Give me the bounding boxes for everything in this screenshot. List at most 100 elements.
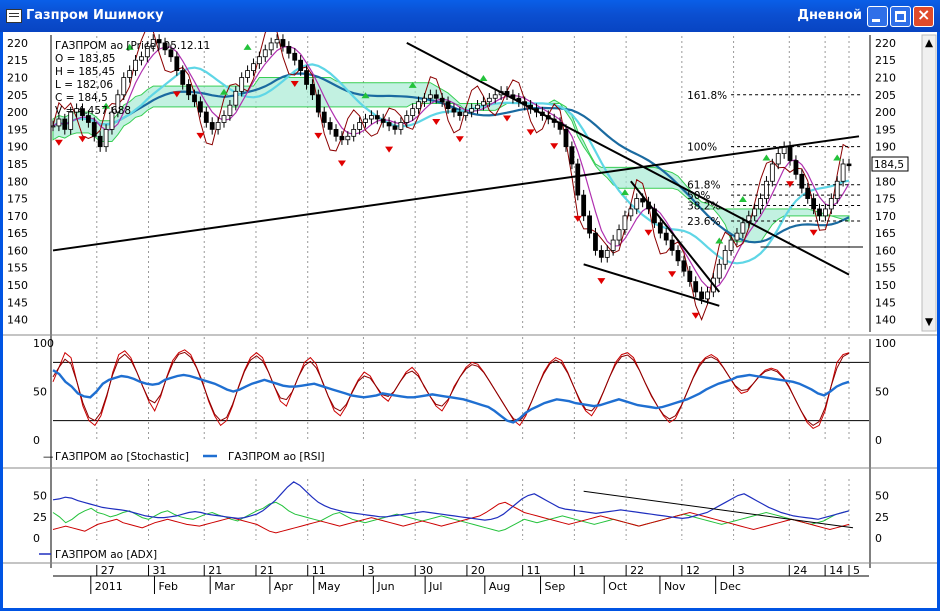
candle-body bbox=[115, 94, 121, 113]
down-arrow bbox=[809, 229, 818, 236]
price-axis: 220 220 215 215 210 210 205 205 200 200 195 195 190 1… bbox=[7, 37, 896, 327]
candle-body bbox=[327, 122, 333, 130]
candle-body bbox=[221, 115, 227, 123]
candle-body bbox=[422, 97, 427, 103]
candle-body bbox=[427, 94, 433, 99]
maximize-button[interactable] bbox=[890, 6, 911, 27]
month-label: Oct bbox=[608, 580, 628, 593]
candle-body bbox=[687, 270, 693, 282]
price-tick-right: 200 bbox=[875, 106, 896, 119]
candle-body bbox=[203, 111, 209, 123]
candle-body bbox=[392, 125, 398, 130]
candle-body bbox=[463, 111, 469, 116]
candle-body bbox=[752, 208, 758, 217]
minimize-icon bbox=[872, 19, 880, 22]
candle-body bbox=[386, 122, 392, 127]
stochastic-signal-line bbox=[52, 351, 850, 427]
candle-body bbox=[793, 160, 799, 175]
candle-body bbox=[728, 239, 734, 251]
candle-body bbox=[168, 49, 174, 58]
candle-body bbox=[121, 77, 127, 96]
close-button[interactable]: × bbox=[913, 5, 934, 27]
candle-body bbox=[734, 232, 740, 241]
candle-body bbox=[410, 108, 416, 116]
month-label: Nov bbox=[664, 580, 686, 593]
candle-body bbox=[652, 208, 657, 224]
title-bar[interactable]: Газпром Ишимоку Дневной × bbox=[0, 0, 940, 32]
down-arrow bbox=[691, 312, 700, 319]
app-icon[interactable] bbox=[6, 9, 22, 23]
fib-label: 161.8% bbox=[687, 90, 727, 102]
down-arrow bbox=[503, 115, 512, 122]
price-tick-right: 145 bbox=[875, 296, 896, 309]
candle-body bbox=[598, 250, 604, 258]
candle-body bbox=[280, 39, 286, 47]
price-scrollbar[interactable] bbox=[921, 34, 937, 332]
candle-body bbox=[593, 232, 598, 251]
ohlc-high: H = 185,45 bbox=[55, 66, 115, 78]
adx-tick-left: 50 bbox=[33, 490, 47, 503]
candle-body bbox=[162, 42, 168, 51]
down-arrow bbox=[550, 143, 559, 150]
candle-body bbox=[817, 208, 822, 217]
ma-mid-line bbox=[52, 63, 850, 265]
candle-body bbox=[398, 122, 404, 130]
candle-body bbox=[492, 94, 498, 99]
candle-body bbox=[174, 56, 180, 71]
channel-lower-line bbox=[583, 263, 720, 307]
price-tick-right: 210 bbox=[875, 72, 896, 85]
candle-body bbox=[109, 111, 115, 130]
last-price: 184,5 bbox=[874, 159, 904, 171]
month-label: Dec bbox=[720, 580, 741, 593]
day-label: 21 bbox=[260, 564, 274, 577]
candle-body bbox=[787, 146, 793, 161]
candle-body bbox=[569, 146, 575, 165]
price-tick-left: 150 bbox=[7, 279, 28, 292]
down-arrow bbox=[668, 271, 677, 278]
down-arrow bbox=[78, 136, 87, 143]
month-label: Mar bbox=[214, 580, 235, 593]
month-label: Apr bbox=[274, 580, 294, 593]
day-label: 20 bbox=[471, 564, 485, 577]
down-arrow bbox=[54, 139, 63, 146]
month-label: Sep bbox=[545, 580, 566, 593]
price-tick-left: 160 bbox=[7, 244, 28, 257]
price-tick-left: 180 bbox=[7, 175, 28, 188]
candle-body bbox=[274, 39, 280, 44]
candle-body bbox=[587, 215, 592, 234]
up-arrow bbox=[361, 92, 370, 99]
candle-body bbox=[486, 97, 492, 103]
candle-body bbox=[80, 108, 85, 116]
candle-body bbox=[433, 94, 439, 99]
candle-body bbox=[834, 180, 840, 199]
down-arrow bbox=[314, 132, 323, 139]
candle-body bbox=[368, 115, 374, 120]
adx-line bbox=[52, 481, 850, 521]
scroll-up-icon[interactable]: ▲ bbox=[925, 37, 934, 49]
up-arrow bbox=[243, 43, 252, 50]
candle-body bbox=[103, 128, 109, 148]
plus-di-line bbox=[52, 501, 850, 532]
ma-long-line bbox=[52, 72, 850, 244]
minimize-button[interactable] bbox=[867, 6, 888, 27]
down-arrow bbox=[385, 146, 394, 153]
down-arrow bbox=[573, 215, 582, 222]
candle-body bbox=[186, 84, 192, 96]
price-tick-right: 140 bbox=[875, 314, 896, 327]
scroll-down-icon[interactable]: ▼ bbox=[925, 316, 934, 328]
candle-body bbox=[180, 70, 186, 85]
candle-body bbox=[616, 229, 622, 241]
down-arrow bbox=[644, 229, 653, 236]
maximize-icon bbox=[895, 11, 906, 22]
chart-area: ▲ ▼ 161.8% 100% 61.8% 50% 38.2% 23.6% 220 220 2… bbox=[3, 32, 937, 608]
candle-body bbox=[127, 70, 133, 78]
price-tick-left: 170 bbox=[7, 210, 28, 223]
adx-legend: ГАЗПРОМ ао [ADX] bbox=[55, 549, 157, 561]
candle-body bbox=[699, 291, 704, 300]
candle-body bbox=[640, 198, 646, 203]
candle-body bbox=[310, 84, 315, 96]
fibonacci-levels: 161.8% 100% 61.8%50%38.2% 23.6% bbox=[687, 90, 863, 248]
month-label: Jun bbox=[376, 580, 394, 593]
osc-tick-left: 50 bbox=[33, 386, 47, 399]
